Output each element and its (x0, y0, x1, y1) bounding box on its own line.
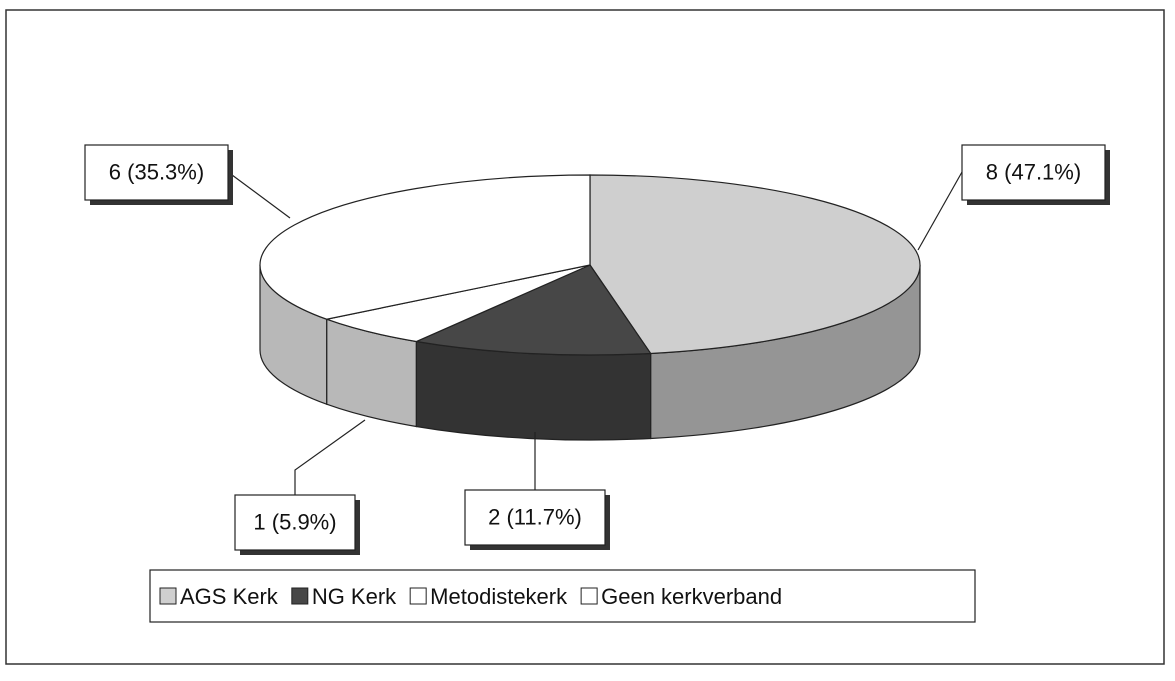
label-box (234, 494, 356, 551)
slice (259, 174, 591, 320)
legend-swatch (580, 587, 598, 605)
slice (324, 264, 591, 343)
label-box (961, 144, 1106, 201)
label-box (464, 489, 606, 546)
leader-line (917, 171, 963, 251)
slice (414, 264, 652, 356)
legend-label: AGS Kerk (180, 584, 279, 609)
data-label: 2 (11.7%) (488, 504, 582, 529)
data-label: 6 (35.3%) (109, 159, 204, 184)
legend-box (149, 569, 976, 623)
label-box (84, 144, 229, 201)
legend-swatch (159, 587, 177, 605)
data-label: 1 (5.9%) (253, 509, 336, 534)
legend-swatch (291, 587, 309, 605)
leader-line (227, 171, 291, 219)
legend-swatch (409, 587, 427, 605)
leader-line (294, 419, 366, 495)
slice-side (415, 340, 652, 441)
legend-label: Geen kerkverband (601, 584, 782, 609)
legend-label: Metodistekerk (430, 584, 568, 609)
slice (589, 174, 921, 355)
data-label: 8 (47.1%) (986, 159, 1081, 184)
legend-label: NG Kerk (312, 584, 397, 609)
